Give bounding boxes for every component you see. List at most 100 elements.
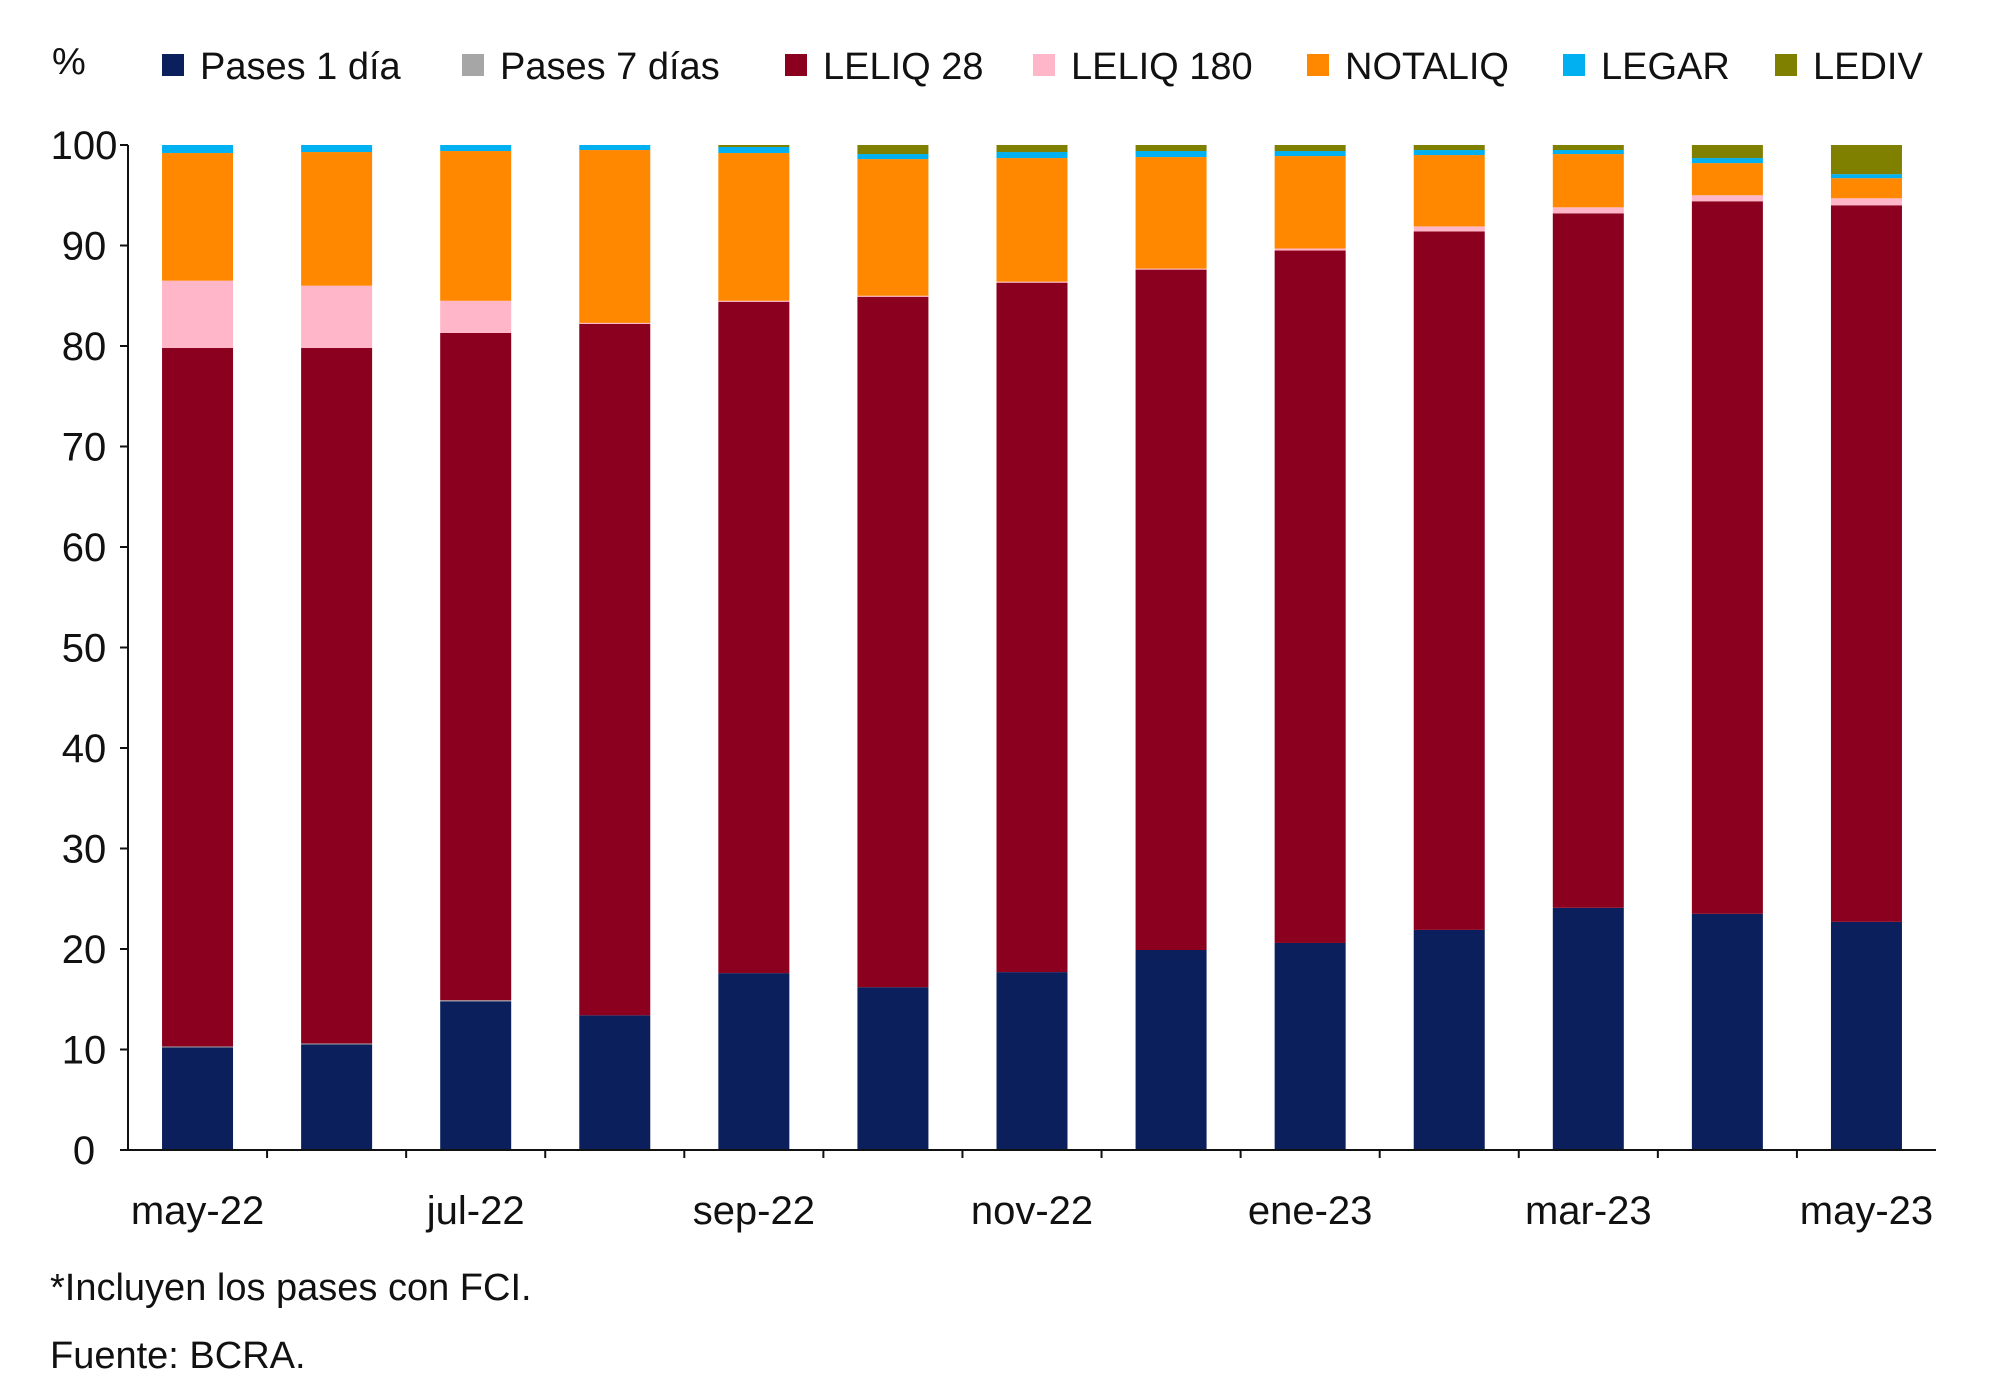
x-tick-label: may-23 [1800, 1189, 1933, 1233]
bar-segment-nov-22-legar [996, 152, 1068, 159]
bar-segment-mar-23-pases-1-d-a [1552, 907, 1624, 1150]
bar-segment-dic-22-leliq-28 [1135, 269, 1207, 951]
y-tick-label: 30 [62, 828, 107, 872]
bar-segment-jun-22-pases-1-d-a [301, 1044, 373, 1150]
legend-swatch [462, 54, 484, 76]
legend-label: LELIQ 180 [1071, 46, 1253, 88]
legend-label: Pases 7 días [500, 46, 720, 88]
bar-segment-may-22-leliq-28 [162, 348, 234, 1047]
bar-segment-ene-23-notaliq [1274, 156, 1346, 249]
bar-segment-may-22-notaliq [162, 153, 234, 281]
bar-segment-may-23-leliq-28 [1830, 205, 1902, 922]
bar-segment-jun-22-leliq-28 [301, 348, 373, 1044]
bar-segment-ene-23-leliq-180 [1274, 248, 1346, 251]
legend-swatch [785, 54, 807, 76]
bar-segment-nov-22-pases-1-d-a [996, 972, 1068, 1150]
bar-segment-oct-22-lediv [857, 145, 929, 155]
legend-swatch [1775, 54, 1797, 76]
bar-segment-ene-23-legar [1274, 151, 1346, 157]
bar-segment-may-22-pases-7-d-as [162, 1046, 234, 1048]
legend-item: LEGAR [1563, 46, 1730, 88]
y-tick-label: 50 [62, 627, 107, 671]
bar-segment-may-23-lediv [1830, 145, 1902, 175]
x-tick-label: jul-22 [426, 1189, 525, 1233]
legend-label: LELIQ 28 [823, 46, 984, 88]
bar-segment-sep-22-notaliq [718, 153, 790, 301]
bar-segment-nov-22-leliq-28 [996, 282, 1068, 973]
bar-segment-abr-23-notaliq [1691, 163, 1763, 196]
bar-segment-jun-22-legar [301, 145, 373, 153]
y-tick-label: 90 [62, 225, 107, 269]
y-tick-label: 70 [62, 426, 107, 470]
bar-segment-feb-23-pases-1-d-a [1413, 929, 1485, 1150]
bar-segment-feb-23-legar [1413, 150, 1485, 156]
bar-segment-feb-23-lediv [1413, 145, 1485, 151]
bar-segment-dic-22-notaliq [1135, 157, 1207, 269]
bar-segment-jul-22-leliq-28 [440, 332, 512, 1001]
bar-segment-sep-22-leliq-180 [718, 300, 790, 302]
x-tick-label: sep-22 [693, 1189, 815, 1233]
y-tick-label: 0 [73, 1129, 95, 1173]
bar-segment-jun-22-notaliq [301, 152, 373, 286]
bar-segment-feb-23-leliq-28 [1413, 231, 1485, 930]
legend-item: LEDIV [1775, 46, 1923, 88]
bar-segment-ene-23-pases-1-d-a [1274, 942, 1346, 1150]
bar-segment-dic-22-pases-1-d-a [1135, 950, 1207, 1150]
legend-label: LEDIV [1813, 46, 1923, 88]
y-tick-label: 80 [62, 325, 107, 369]
bar-segment-mar-23-legar [1552, 150, 1624, 155]
legend-swatch [1307, 54, 1329, 76]
x-tick-label: ene-23 [1248, 1189, 1373, 1233]
bar-segment-jul-22-leliq-180 [440, 300, 512, 333]
bar-segment-feb-23-notaliq [1413, 155, 1485, 227]
legend-item: Pases 1 día [162, 46, 402, 88]
bar-segment-sep-22-legar [718, 147, 790, 154]
bar-segment-may-23-notaliq [1830, 178, 1902, 199]
legend-label: Pases 1 día [200, 46, 402, 88]
x-tick-label: mar-23 [1525, 1189, 1652, 1233]
y-tick-label: 60 [62, 526, 107, 570]
bar-segment-ene-23-lediv [1274, 145, 1346, 152]
bar-segment-mar-23-leliq-28 [1552, 213, 1624, 908]
legend-item: Pases 7 días [462, 46, 720, 88]
x-tick-label: nov-22 [971, 1189, 1093, 1233]
bar-segment-ago-22-legar [579, 145, 651, 151]
bar-segment-mar-23-notaliq [1552, 154, 1624, 208]
bar-segment-abr-23-leliq-28 [1691, 201, 1763, 914]
y-tick-label: 10 [62, 1029, 107, 1073]
bar-segment-jul-22-legar [440, 145, 512, 152]
footnote: *Incluyen los pases con FCI. [50, 1267, 532, 1309]
legend-swatch [1563, 54, 1585, 76]
bar-segment-may-23-leliq-180 [1830, 198, 1902, 206]
bar-segment-oct-22-leliq-28 [857, 296, 929, 988]
y-tick-label: 100 [51, 124, 118, 168]
bar-segment-sep-22-leliq-28 [718, 301, 790, 974]
bar-segment-oct-22-leliq-180 [857, 295, 929, 297]
bar-segment-dic-22-lediv [1135, 145, 1207, 152]
bar-segment-feb-23-leliq-180 [1413, 226, 1485, 232]
bars [162, 145, 1902, 1150]
bar-segment-dic-22-leliq-180 [1135, 268, 1207, 270]
bar-segment-nov-22-notaliq [996, 158, 1068, 282]
bar-segment-jul-22-pases-1-d-a [440, 1001, 512, 1150]
bar-segment-ene-23-leliq-28 [1274, 250, 1346, 943]
bar-segment-mar-23-lediv [1552, 145, 1624, 151]
y-tick-label: 40 [62, 727, 107, 771]
bar-segment-sep-22-lediv [718, 145, 790, 148]
bar-segment-may-22-leliq-180 [162, 280, 234, 349]
bar-segment-ago-22-leliq-180 [579, 322, 651, 324]
bar-segment-jul-22-notaliq [440, 151, 512, 301]
legend-swatch [1033, 54, 1055, 76]
source-note: Fuente: BCRA. [50, 1335, 306, 1377]
bar-segment-abr-23-legar [1691, 158, 1763, 164]
legend-label: LEGAR [1601, 46, 1730, 88]
bar-segment-may-22-legar [162, 145, 234, 154]
bar-segment-ago-22-leliq-28 [579, 323, 651, 1016]
y-tick-label: 20 [62, 928, 107, 972]
legend-swatch [162, 54, 184, 76]
bar-segment-mar-23-leliq-180 [1552, 207, 1624, 214]
bar-segment-nov-22-leliq-180 [996, 281, 1068, 283]
bar-segment-jul-22-pases-7-d-as [440, 1000, 512, 1002]
legend-item: LELIQ 180 [1033, 46, 1253, 88]
